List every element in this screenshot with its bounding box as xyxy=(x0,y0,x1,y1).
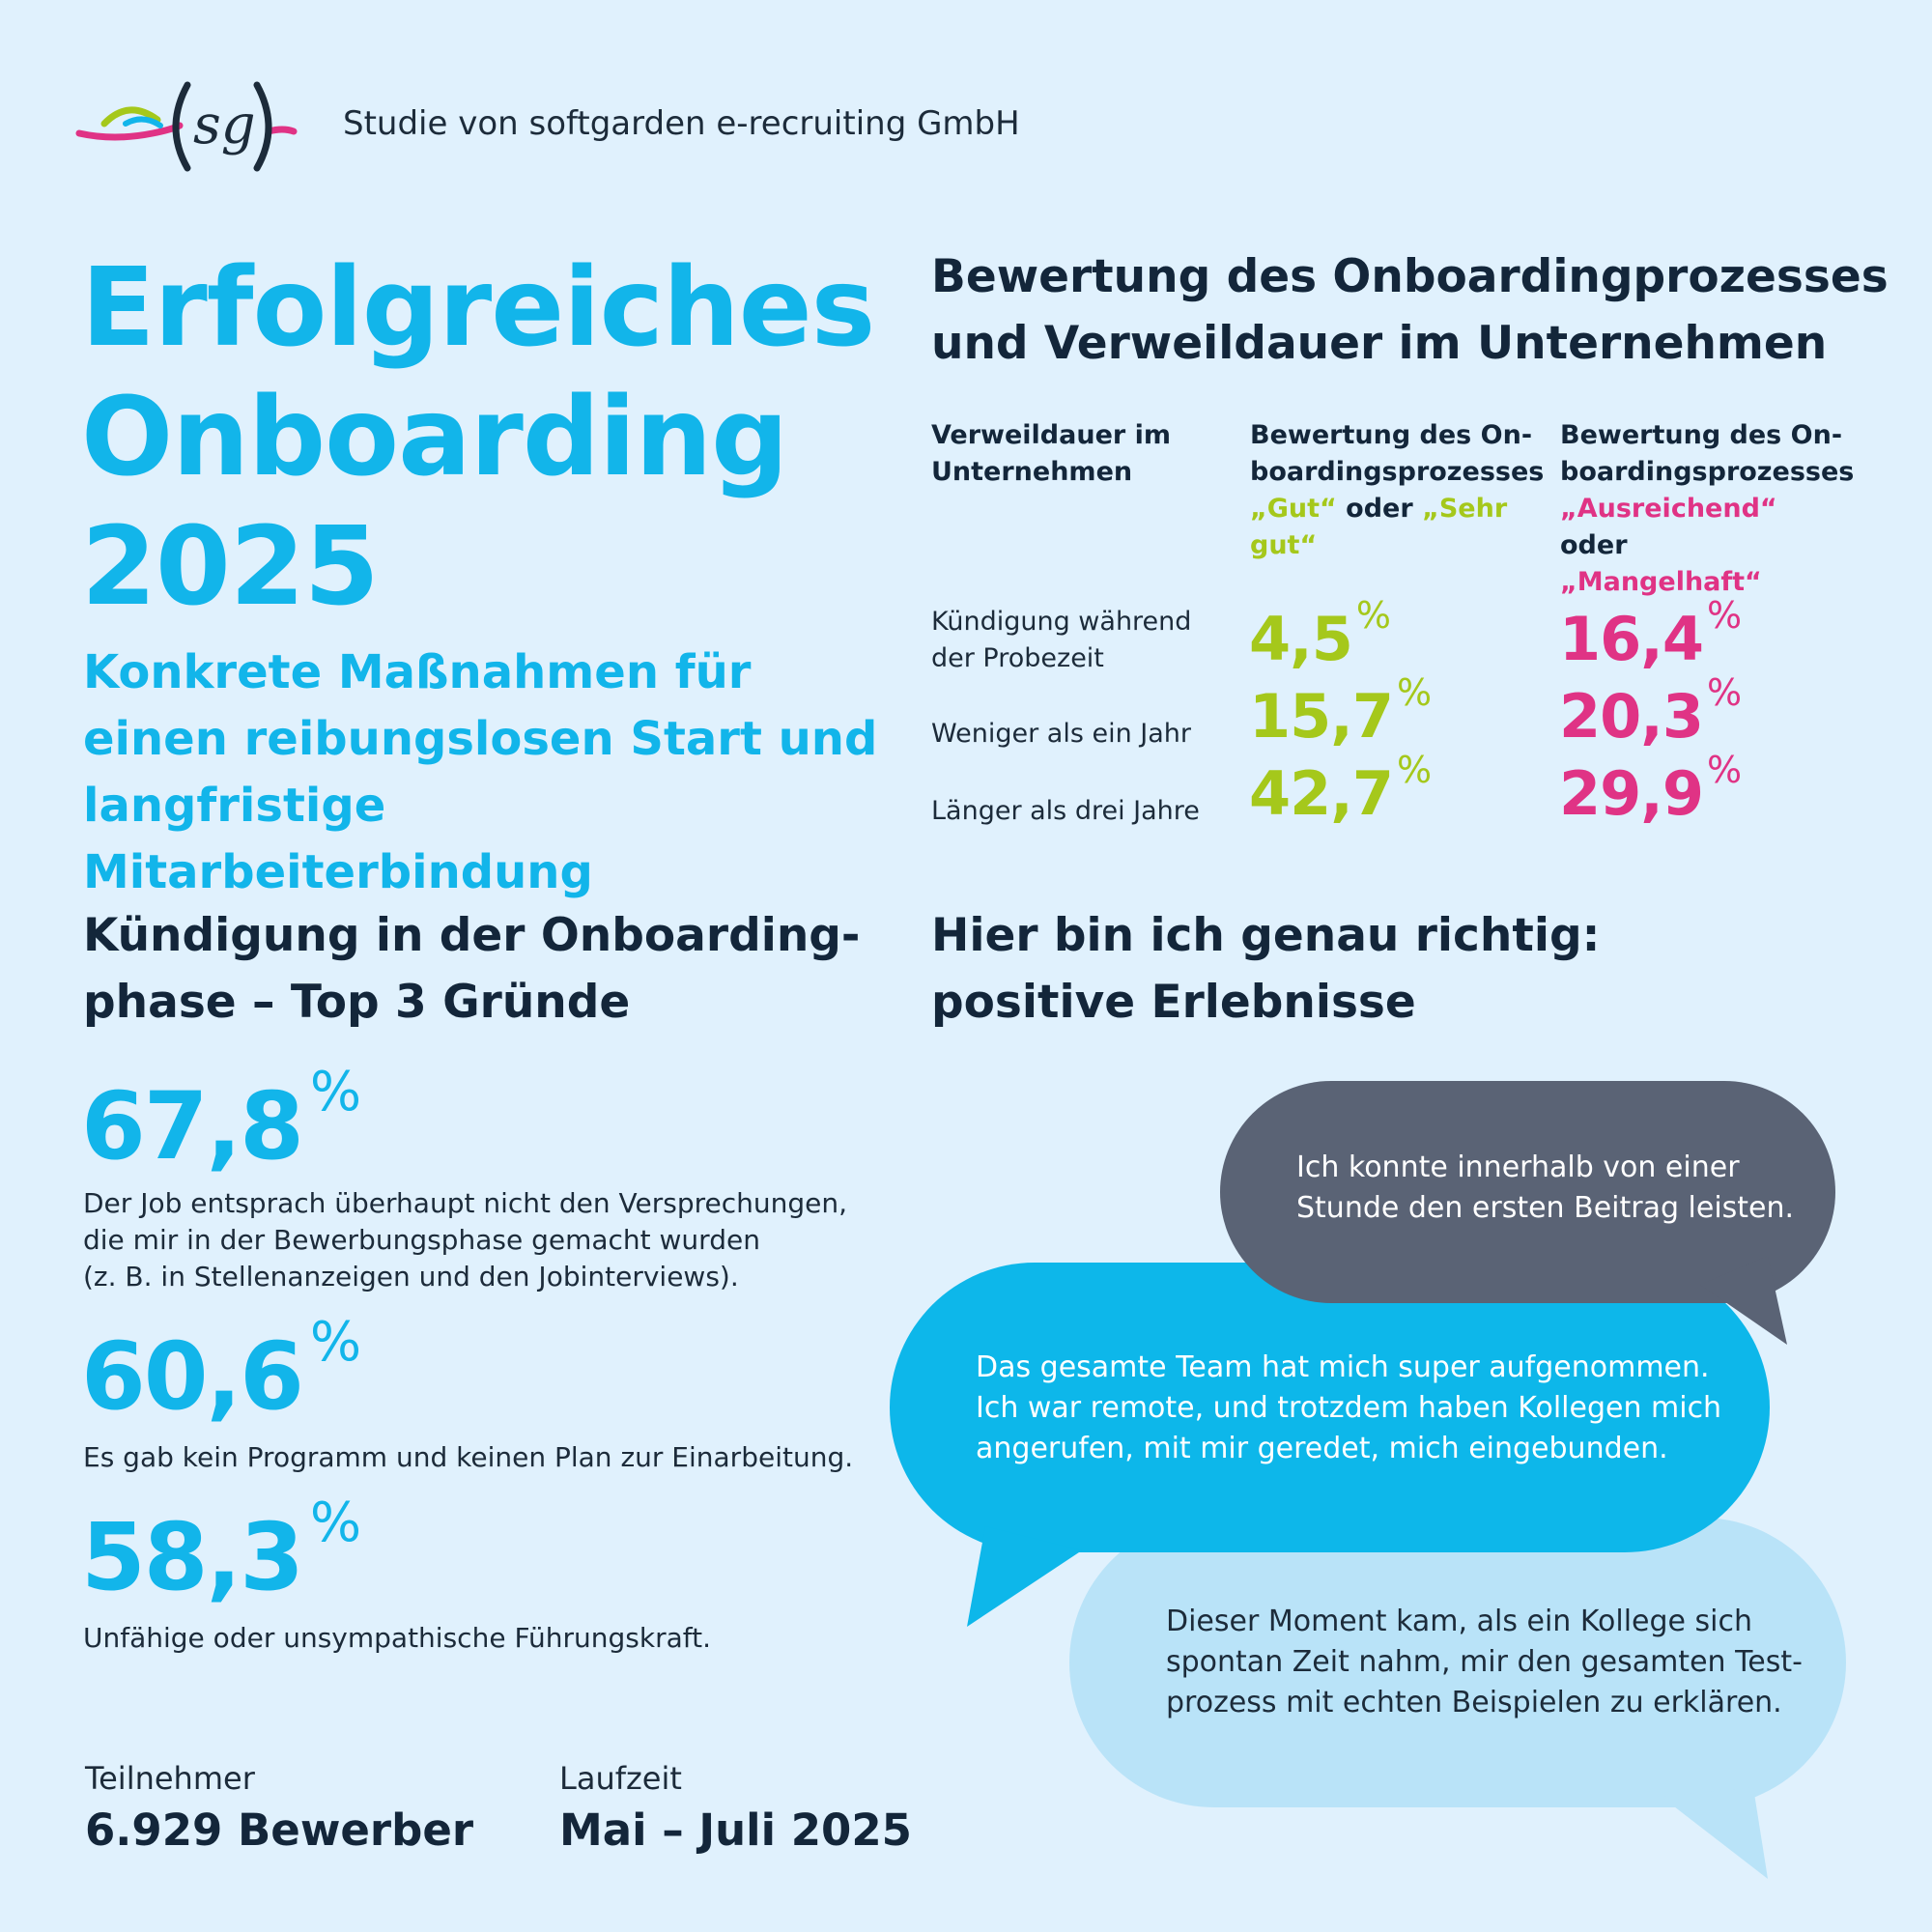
reason-3-value: 58,3% xyxy=(81,1492,361,1611)
header-line: boardingsprozesses xyxy=(1250,457,1545,487)
reason-2-value: 60,6% xyxy=(81,1311,361,1431)
positive-heading: Hier bin ich genau richtig: positive Erl… xyxy=(931,902,1600,1036)
percent: % xyxy=(1396,671,1432,714)
value: 60,6 xyxy=(81,1322,304,1431)
title-line: Onboarding xyxy=(81,375,788,500)
percent: % xyxy=(309,1061,361,1123)
percent: % xyxy=(1706,749,1742,791)
quote-1: Ich konnte innerhalb von einer Stunde de… xyxy=(1296,1148,1794,1229)
quote-line: Das gesamte Team hat mich super aufgenom… xyxy=(976,1350,1710,1384)
percent: % xyxy=(1706,671,1742,714)
reason-3-text: Unfähige oder unsympathische Führungskra… xyxy=(83,1620,875,1657)
value: 4,5 xyxy=(1249,604,1353,674)
poor-label: „Mangelhaft“ xyxy=(1560,567,1762,597)
bad-value: 20,3% xyxy=(1559,671,1742,752)
svg-text:sg: sg xyxy=(193,94,256,156)
quote-line: Ich konnte innerhalb von einer xyxy=(1296,1151,1740,1184)
good-value: 15,7% xyxy=(1249,671,1432,752)
bad-value: 16,4% xyxy=(1559,594,1742,674)
value: 20,3 xyxy=(1559,681,1704,752)
heading-line: positive Erlebnisse xyxy=(931,976,1416,1029)
softgarden-logo: sg xyxy=(75,81,298,172)
study-label: Studie von softgarden e-recruiting GmbH xyxy=(343,104,1020,143)
value: 15,7 xyxy=(1249,681,1394,752)
text-line: die mir in der Bewerbungsphase gemacht w… xyxy=(83,1224,760,1256)
participants-value: 6.929 Bewerber xyxy=(85,1804,474,1856)
header-line: Unternehmen xyxy=(931,457,1133,487)
duration-value: Mai – Juli 2025 xyxy=(559,1804,912,1856)
quote-2: Das gesamte Team hat mich super aufgenom… xyxy=(976,1348,1721,1469)
header-line: Verweildauer im xyxy=(931,420,1171,450)
page-subtitle: Konkrete Maßnahmen für einen reibungslos… xyxy=(83,645,878,899)
quote-line: spontan Zeit nahm, mir den gesamten Test… xyxy=(1166,1645,1803,1679)
row-label: Weniger als ein Jahr xyxy=(931,719,1191,749)
value: 16,4 xyxy=(1559,604,1704,674)
very-good-label: „Sehr gut“ xyxy=(1250,494,1508,560)
value: 29,9 xyxy=(1559,758,1704,829)
text-line: Unfähige oder unsympathische Führungskra… xyxy=(83,1622,712,1654)
heading-line: Hier bin ich genau richtig: xyxy=(931,909,1601,962)
heading-line: Bewertung des Onboardingprozesses xyxy=(931,250,1889,303)
good-value: 4,5% xyxy=(1249,594,1391,674)
heading-line: phase – Top 3 Gründe xyxy=(83,976,631,1029)
quote-line: Stunde den ersten Beitrag leisten. xyxy=(1296,1191,1795,1225)
duration-label: Laufzeit xyxy=(559,1760,682,1797)
reason-1-value: 67,8% xyxy=(81,1061,361,1180)
reason-2-text: Es gab kein Programm und keinen Plan zur… xyxy=(83,1439,875,1476)
good-label: „Gut“ xyxy=(1250,494,1337,524)
reason-1-text: Der Job entsprach überhaupt nicht den Ve… xyxy=(83,1185,875,1295)
row-label: Länger als drei Jahre xyxy=(931,796,1200,826)
col-header-bad: Bewertung des On- boardingsprozesses „Au… xyxy=(1560,417,1855,601)
or-label: oder xyxy=(1560,530,1628,560)
percent: % xyxy=(309,1311,361,1374)
speech-bubble-dark xyxy=(1220,1081,1835,1345)
bad-value: 29,9% xyxy=(1559,749,1742,829)
header-line: boardingsprozesses xyxy=(1560,457,1855,487)
quote-line: angerufen, mit mir geredet, mich eingebu… xyxy=(976,1432,1668,1465)
row-label: Kündigung während der Probezeit xyxy=(931,607,1192,673)
or-label: oder xyxy=(1336,494,1423,524)
text-line: Der Job entsprach überhaupt nicht den Ve… xyxy=(83,1187,848,1219)
good-value: 42,7% xyxy=(1249,749,1432,829)
speech-bubble-blue xyxy=(890,1263,1770,1627)
heading-line: Kündigung in der Onboarding- xyxy=(83,909,861,962)
text-line: (z. B. in Stellenanzeigen und den Jobint… xyxy=(83,1261,739,1293)
heading-line: und Verweildauer im Unternehmen xyxy=(931,317,1828,370)
quote-line: Ich war remote, und trotzdem haben Kolle… xyxy=(976,1391,1722,1425)
header-line: Bewertung des On- xyxy=(1560,420,1843,450)
percent: % xyxy=(309,1492,361,1554)
value: 42,7 xyxy=(1249,758,1394,829)
value: 58,3 xyxy=(81,1503,304,1611)
col-header-duration: Verweildauer im Unternehmen xyxy=(931,417,1221,491)
percent: % xyxy=(1355,594,1391,637)
quote-3: Dieser Moment kam, als ein Kollege sich … xyxy=(1166,1602,1803,1723)
sufficient-label: „Ausreichend“ xyxy=(1560,494,1777,524)
quote-line: prozess mit echten Beispielen zu erkläre… xyxy=(1166,1686,1782,1719)
header-line: Bewertung des On- xyxy=(1250,420,1533,450)
percent: % xyxy=(1706,594,1742,637)
page-title: Erfolgreiches Onboarding 2025 xyxy=(81,243,875,632)
speech-bubble-light xyxy=(1069,1518,1846,1879)
value: 67,8 xyxy=(81,1072,304,1180)
title-line: Erfolgreiches xyxy=(81,245,875,371)
text-line: Es gab kein Programm und keinen Plan zur… xyxy=(83,1441,854,1473)
reasons-heading: Kündigung in der Onboarding- phase – Top… xyxy=(83,902,860,1036)
rating-heading: Bewertung des Onboardingprozesses und Ve… xyxy=(931,243,1889,377)
title-line: 2025 xyxy=(81,504,380,630)
percent: % xyxy=(1396,749,1432,791)
quote-line: Dieser Moment kam, als ein Kollege sich xyxy=(1166,1605,1753,1638)
col-header-good: Bewertung des On- boardingsprozesses „Gu… xyxy=(1250,417,1545,564)
participants-label: Teilnehmer xyxy=(85,1760,255,1797)
